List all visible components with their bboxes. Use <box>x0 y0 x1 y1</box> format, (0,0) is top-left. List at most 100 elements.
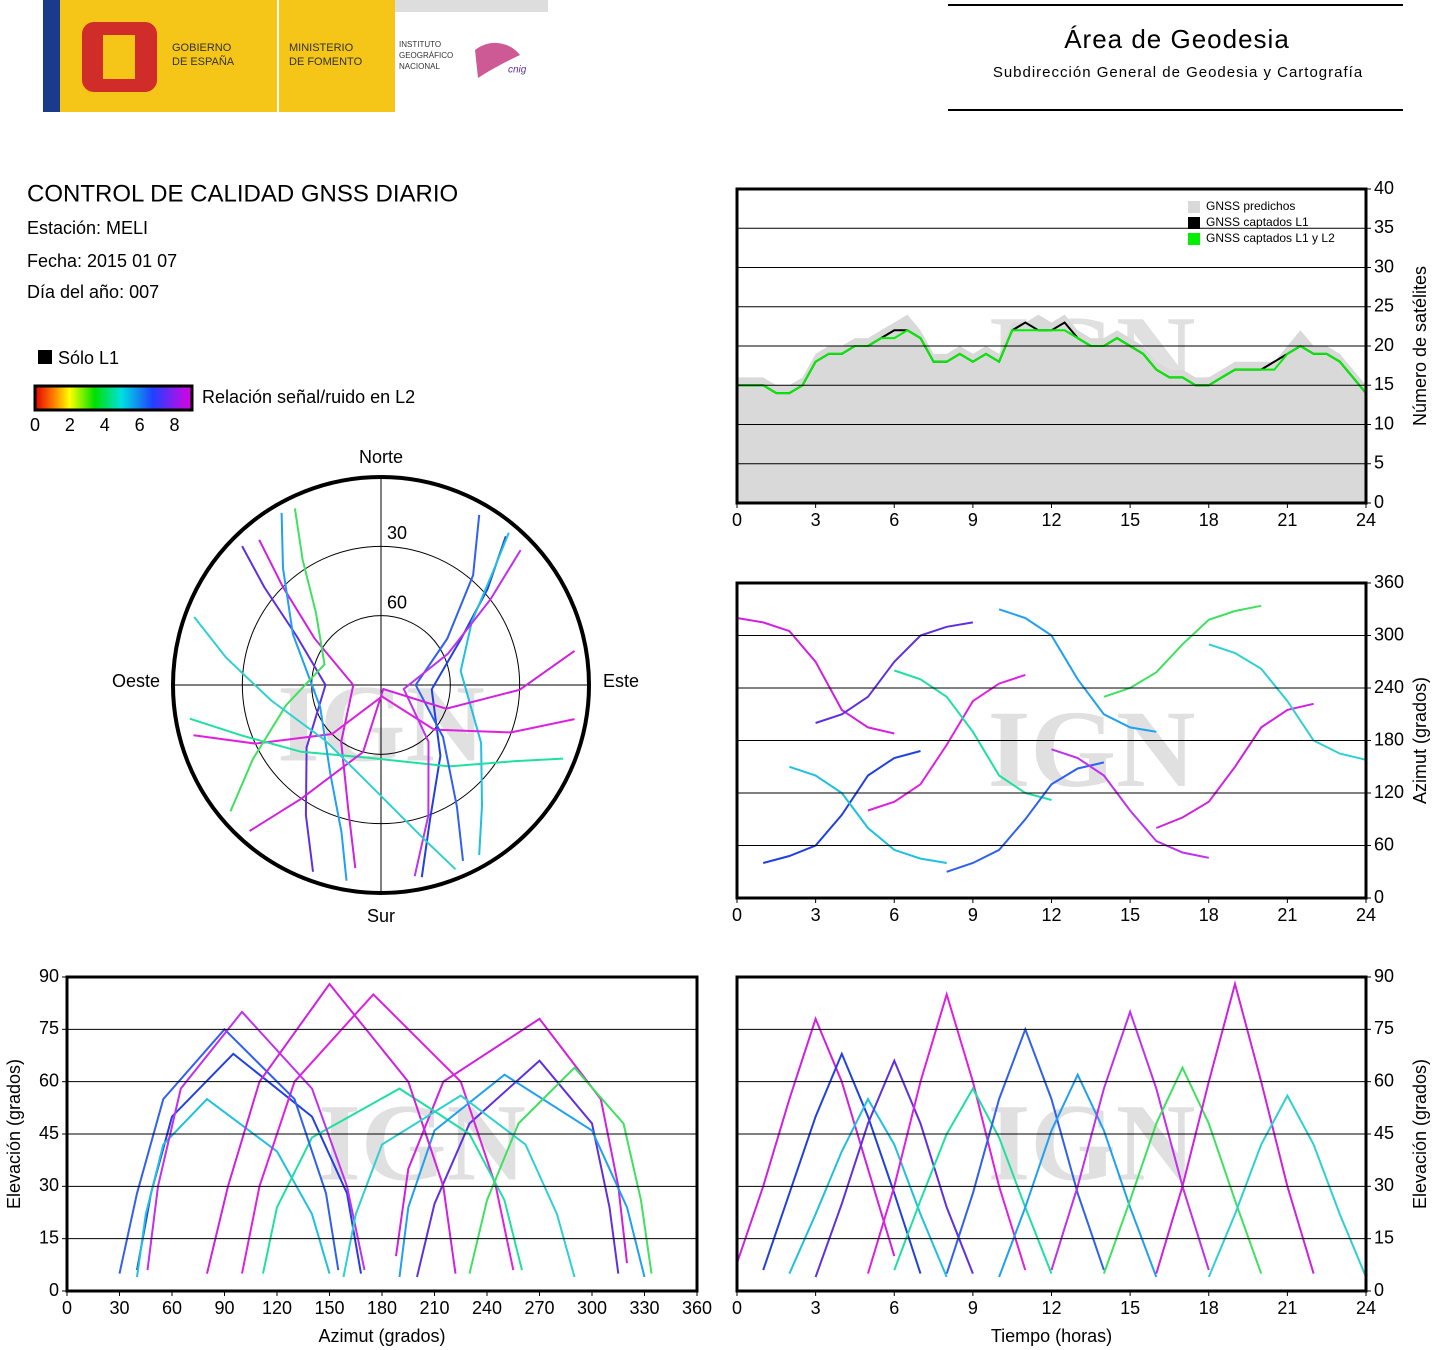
y-tick-label: 10 <box>1374 413 1394 433</box>
satellite-track <box>1103 604 1262 698</box>
direction-label: Sur <box>367 906 395 926</box>
plot-area: IGN <box>736 604 1367 873</box>
logo-text: INSTITUTO <box>399 40 441 49</box>
report-title: CONTROL DE CALIDAD GNSS DIARIO <box>27 180 458 207</box>
satellite-track <box>736 617 895 735</box>
x-tick-label: 150 <box>314 1298 344 1318</box>
x-tick-label: 30 <box>109 1298 129 1318</box>
satellite-track <box>241 545 327 872</box>
x-tick-label: 0 <box>62 1298 72 1318</box>
x-tick-label: 18 <box>1199 1298 1219 1318</box>
plot-frame <box>65 975 699 1293</box>
chart: IGN 0 5 10 15 20 25 30 35 40 0 3 6 9 12 15 18 21 24 Número … <box>732 178 1430 530</box>
chart: IGN 0 15 30 45 60 75 90 0 30 60 90 120 150 180 210 240 27… <box>4 966 712 1346</box>
chart: IGN 0 15 30 45 60 75 90 0 3 6 9 12 15 18 21 24 Elevación … <box>732 966 1430 1346</box>
y-tick-label: 60 <box>1374 1070 1394 1090</box>
legend-label: GNSS predichos <box>1206 199 1295 213</box>
header-title: Área de Geodesia <box>1064 24 1290 54</box>
satellite-track <box>788 1096 948 1278</box>
snr-legend: Relación señal/ruido en L2 <box>202 387 415 407</box>
header-subtitle: Subdirección General de Geodesia y Carto… <box>993 64 1363 81</box>
x-tick-label: 0 <box>732 1298 742 1318</box>
satellite-track <box>1207 1093 1367 1278</box>
x-tick-label: 270 <box>524 1298 554 1318</box>
satellite-track <box>1208 643 1367 761</box>
y-tick-label: 120 <box>1374 782 1404 802</box>
x-tick-label: 21 <box>1277 1298 1297 1318</box>
plot-area: IGN <box>118 982 653 1278</box>
x-tick-label: 0 <box>732 510 742 530</box>
satellite-track <box>193 616 457 871</box>
logo-text: GOBIERNO <box>172 42 232 54</box>
x-tick-label: 90 <box>214 1298 234 1318</box>
y-tick-label: 40 <box>1374 178 1394 198</box>
satellite-track <box>789 765 947 864</box>
horizon <box>171 475 591 895</box>
satellite-track <box>416 1059 620 1278</box>
satellite-track <box>420 535 507 878</box>
plot-frame <box>735 187 1368 505</box>
y-tick-label: 15 <box>1374 1227 1394 1247</box>
x-tick-label: 6 <box>889 905 899 925</box>
logo-text: cnig <box>508 65 527 76</box>
x-tick-label: 3 <box>811 905 821 925</box>
plot-area: IGN <box>736 980 1367 1278</box>
x-axis-label: Azimut (grados) <box>318 1326 445 1346</box>
logo-text: DE FOMENTO <box>289 56 363 68</box>
snr-tick-label: 6 <box>135 415 145 435</box>
satellite-track <box>762 750 921 864</box>
y-axis-label: Elevación (grados) <box>1410 1059 1430 1209</box>
x-tick-label: 12 <box>1041 905 1061 925</box>
x-tick-label: 300 <box>577 1298 607 1318</box>
satellite-track <box>736 1016 896 1264</box>
y-tick-label: 90 <box>39 966 59 986</box>
logo-text: MINISTERIO <box>289 42 354 54</box>
x-tick-label: 360 <box>682 1298 712 1318</box>
x-tick-label: 24 <box>1356 1298 1376 1318</box>
satellite-track <box>867 673 1026 812</box>
y-tick-label: 0 <box>49 1280 59 1300</box>
y-axis-label: Elevación (grados) <box>4 1059 24 1209</box>
satellite-track <box>1051 748 1209 859</box>
x-tick-label: 3 <box>811 510 821 530</box>
area <box>737 314 1366 503</box>
logo-text: NACIONAL <box>399 62 440 71</box>
satellite-track <box>814 1058 974 1278</box>
y-tick-label: 5 <box>1374 453 1384 473</box>
y-tick-label: 45 <box>39 1123 59 1143</box>
y-tick-label: 30 <box>1374 1175 1394 1195</box>
y-tick-label: 180 <box>1374 729 1404 749</box>
elevation-ring <box>241 545 521 825</box>
watermark: IGN <box>318 1081 526 1203</box>
x-tick-label: 9 <box>968 1298 978 1318</box>
satellite-track <box>414 514 481 862</box>
y-tick-label: 15 <box>39 1227 59 1247</box>
l1-legend: Sólo L1 <box>58 348 119 368</box>
satellite-track <box>998 608 1157 733</box>
y-tick-label: 0 <box>1374 1280 1384 1300</box>
x-axis-label: Tiempo (horas) <box>991 1326 1112 1346</box>
series-line <box>737 329 1367 395</box>
satellite-track <box>229 508 326 812</box>
satellite-track <box>136 1097 331 1278</box>
satellite-track <box>249 650 576 832</box>
x-tick-label: 21 <box>1277 510 1297 530</box>
snr-tick-label: 0 <box>30 415 40 435</box>
satellite-track <box>193 695 575 745</box>
satellite-track <box>398 1073 646 1278</box>
satellite-track <box>946 761 1105 873</box>
satellite-track <box>342 1094 576 1278</box>
x-tick-label: 18 <box>1199 510 1219 530</box>
x-tick-label: 18 <box>1199 905 1219 925</box>
y-tick-label: 60 <box>39 1070 59 1090</box>
y-tick-label: 90 <box>1374 966 1394 986</box>
x-tick-label: 60 <box>162 1298 182 1318</box>
y-tick-label: 0 <box>1374 492 1384 512</box>
x-tick-label: 180 <box>367 1298 397 1318</box>
x-tick-label: 9 <box>968 905 978 925</box>
satellite-track <box>1102 1065 1263 1274</box>
direction-label: Oeste <box>112 671 160 691</box>
snr-tick-label: 2 <box>65 415 75 435</box>
satellite-track <box>189 717 564 768</box>
